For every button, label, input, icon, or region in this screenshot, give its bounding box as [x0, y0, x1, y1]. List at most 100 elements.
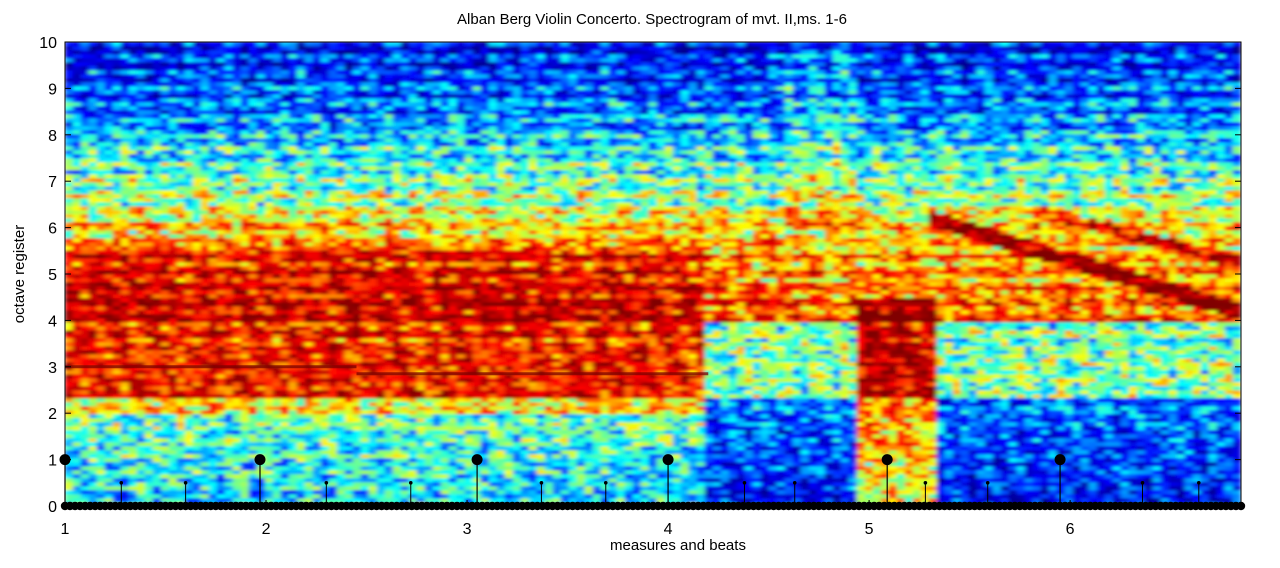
- heatmap-cell: [240, 385, 250, 391]
- heatmap-cell: [704, 373, 714, 379]
- heatmap-cell: [824, 429, 834, 435]
- heatmap-cell: [768, 485, 778, 491]
- heatmap-cell: [136, 413, 146, 419]
- heatmap-cell: [192, 389, 202, 395]
- heatmap-cell: [392, 417, 402, 423]
- heatmap-cell: [1120, 369, 1130, 375]
- heatmap-cell: [960, 449, 970, 455]
- heatmap-cell: [776, 369, 786, 375]
- heatmap-cell: [1016, 485, 1026, 491]
- heatmap-cell: [600, 421, 610, 427]
- heatmap-cell: [1112, 413, 1122, 419]
- heatmap-cell: [736, 409, 746, 415]
- heatmap-cell: [408, 453, 418, 459]
- heatmap-cell: [360, 497, 370, 503]
- heatmap-cell: [712, 397, 722, 403]
- heatmap-cell: [600, 477, 610, 483]
- heatmap-cell: [96, 461, 106, 467]
- heatmap-cell: [272, 493, 282, 499]
- heatmap-cell: [192, 409, 202, 415]
- heatmap-cell: [1096, 481, 1106, 487]
- heatmap-cell: [880, 381, 890, 387]
- heatmap-cell: [816, 445, 826, 451]
- heatmap-cell: [1000, 429, 1010, 435]
- heatmap-cell: [1048, 445, 1058, 451]
- heatmap-cell: [448, 469, 458, 475]
- heatmap-cell: [768, 381, 778, 387]
- heatmap-cell: [1024, 381, 1034, 387]
- heatmap-cell: [128, 473, 138, 479]
- heatmap-cell: [608, 413, 618, 419]
- heatmap-cell: [616, 481, 626, 487]
- heatmap-cell: [816, 457, 826, 463]
- heatmap-cell: [1120, 469, 1130, 475]
- heatmap-cell: [800, 381, 810, 387]
- heatmap-cell: [1016, 449, 1026, 455]
- heatmap-cell: [488, 469, 498, 475]
- heatmap-cell: [120, 377, 130, 383]
- heatmap-cell: [760, 377, 770, 383]
- heatmap-cell: [456, 461, 466, 467]
- heatmap-cell: [128, 421, 138, 427]
- heatmap-cell: [1048, 381, 1058, 387]
- heatmap-cell: [368, 493, 378, 499]
- heatmap-cell: [736, 449, 746, 455]
- heatmap-cell: [200, 429, 210, 435]
- heatmap-cell: [512, 441, 522, 447]
- heatmap-cell: [712, 497, 722, 503]
- heatmap-cell: [560, 389, 570, 395]
- heatmap-cell: [824, 401, 834, 407]
- heatmap-cell: [896, 497, 906, 503]
- heatmap-cell: [1080, 369, 1090, 375]
- heatmap-cell: [488, 461, 498, 467]
- heatmap-cell: [960, 405, 970, 411]
- heatmap-cell: [280, 429, 290, 435]
- heatmap-cell: [1176, 457, 1186, 463]
- heatmap-cell: [760, 481, 770, 487]
- heatmap-cell: [464, 417, 474, 423]
- heatmap-cell: [656, 441, 666, 447]
- heatmap-cell: [280, 489, 290, 495]
- heatmap-cell: [136, 485, 146, 491]
- heatmap-cell: [856, 397, 866, 403]
- heatmap-cell: [1072, 425, 1082, 431]
- heatmap-cell: [1064, 425, 1074, 431]
- heatmap-cell: [248, 389, 258, 395]
- heatmap-cell: [1072, 409, 1082, 415]
- heatmap-cell: [288, 369, 298, 375]
- heatmap-cell: [168, 397, 178, 403]
- heatmap-cell: [1104, 485, 1114, 491]
- heatmap-cell: [992, 429, 1002, 435]
- heatmap-cell: [944, 393, 954, 399]
- heatmap-cell: [1064, 389, 1074, 395]
- heatmap-cell: [976, 417, 986, 423]
- heatmap-cell: [712, 449, 722, 455]
- heatmap-cell: [1168, 393, 1178, 399]
- heatmap-cell: [944, 397, 954, 403]
- heatmap-cell: [704, 457, 714, 463]
- heatmap-cell: [200, 373, 210, 379]
- heatmap-cell: [1040, 437, 1050, 443]
- heatmap-cell: [400, 465, 410, 471]
- heatmap-cell: [952, 421, 962, 427]
- heatmap-cell: [512, 389, 522, 395]
- heatmap-cell: [616, 441, 626, 447]
- heatmap-cell: [480, 489, 490, 495]
- heatmap-cell: [664, 437, 674, 443]
- heatmap-cell: [712, 413, 722, 419]
- heatmap-cell: [304, 441, 314, 447]
- heatmap-cell: [1008, 409, 1018, 415]
- heatmap-cell: [696, 405, 706, 411]
- heatmap-cell: [384, 401, 394, 407]
- heatmap-cell: [328, 465, 338, 471]
- heatmap-cell: [936, 485, 946, 491]
- heatmap-cell: [776, 401, 786, 407]
- heatmap-cell: [152, 405, 162, 411]
- heatmap-cell: [824, 441, 834, 447]
- heatmap-cell: [480, 497, 490, 503]
- heatmap-cell: [456, 393, 466, 399]
- heatmap-cell: [1008, 397, 1018, 403]
- heatmap-cell: [1152, 393, 1162, 399]
- heatmap-cell: [560, 433, 570, 439]
- heatmap-cell: [408, 481, 418, 487]
